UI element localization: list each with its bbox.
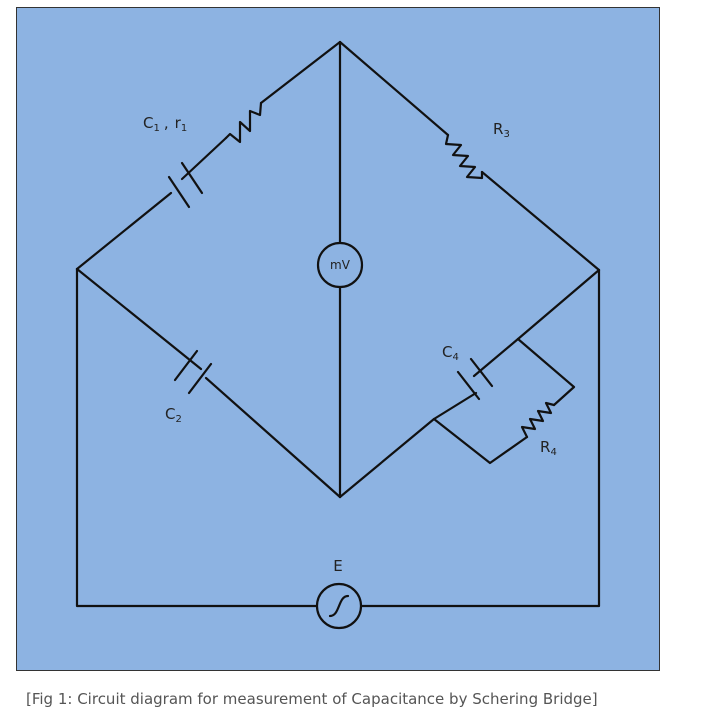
- resistor-r1-icon: [224, 101, 263, 144]
- resistor-r4-icon: [520, 401, 556, 439]
- label-r3: R3: [493, 120, 510, 140]
- capacitor-c1-plate-b: [180, 161, 204, 195]
- label-meter: mV: [330, 258, 351, 272]
- sine-wave-icon: [328, 594, 350, 618]
- label-c2: C2: [165, 405, 182, 425]
- capacitor-c2-plate-b: [187, 362, 213, 395]
- detector-branch: [316, 40, 364, 499]
- figure-caption: [Fig 1: Circuit diagram for measurement …: [26, 690, 598, 708]
- label-c4: C4: [442, 343, 459, 363]
- source-loop: [75, 267, 601, 630]
- capacitor-c2-plate-a: [173, 349, 199, 382]
- capacitor-c1-plate-a: [167, 175, 191, 209]
- resistor-r3-icon: [444, 133, 484, 180]
- label-r4: R4: [540, 438, 557, 458]
- label-source: E: [333, 557, 342, 575]
- capacitor-c4-plate-b: [469, 357, 494, 388]
- arm-r3: [338, 40, 601, 272]
- diagram-background: [16, 7, 660, 671]
- label-c1-r1: C1, r1: [143, 114, 187, 134]
- circuit-svg: C1, r1 R3 C2 C4 R4 mV E: [16, 7, 660, 671]
- arm-c1-r1: [75, 40, 342, 271]
- arm-c2: [75, 267, 342, 499]
- circuit-diagram: C1, r1 R3 C2 C4 R4 mV E: [16, 7, 660, 671]
- arm-c4-r4: [338, 268, 601, 499]
